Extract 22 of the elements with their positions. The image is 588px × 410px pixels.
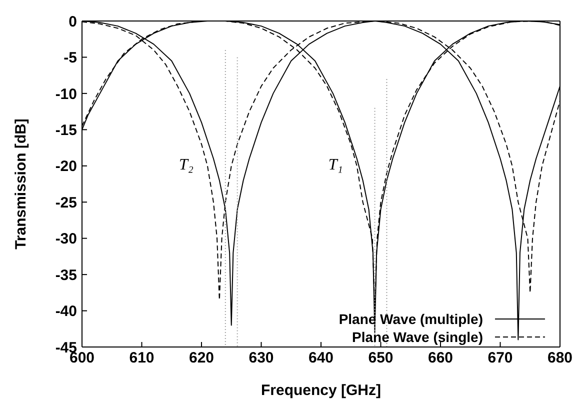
x-axis-title: Frequency [GHz] (260, 382, 382, 399)
y-tick-label: -35 (55, 266, 77, 284)
y-tick-label: -10 (55, 86, 77, 103)
x-tick-label: 660 (428, 350, 454, 367)
y-tick-label: 0 (68, 13, 77, 30)
x-tick-label: 610 (129, 350, 154, 367)
annotation: T₂ (179, 156, 194, 174)
legend-label: Plane Wave (single) (352, 329, 483, 345)
y-tick-label: -25 (55, 194, 77, 212)
y-tick-label: -15 (55, 122, 77, 139)
y-axis-title: Transmission [dB] (12, 118, 30, 250)
x-tick-label: 650 (368, 350, 394, 367)
annotation: T₁ (328, 156, 343, 174)
x-tick-label: 680 (547, 350, 573, 367)
y-tick-label: -20 (55, 158, 77, 176)
y-tick-label: -5 (64, 50, 77, 67)
x-tick-label: 620 (188, 350, 214, 367)
y-tick-label: -40 (55, 303, 77, 320)
y-tick-label: -30 (55, 230, 77, 248)
x-tick-label: 670 (488, 350, 513, 367)
x-tick-label: 640 (308, 350, 334, 367)
x-tick-label: 630 (248, 350, 274, 367)
